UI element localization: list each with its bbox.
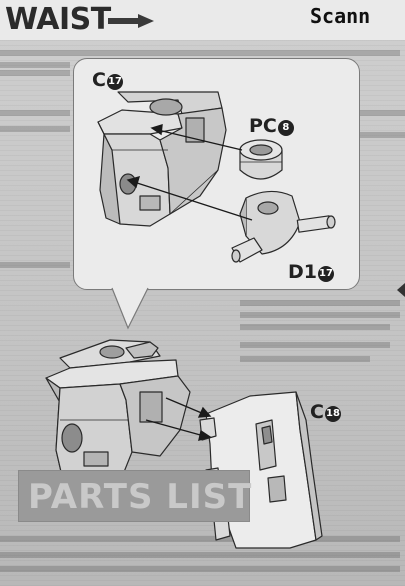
part-label-d1-17: D1 17 (288, 261, 334, 283)
part-pc8-drawing (239, 139, 283, 180)
callout-tail (111, 287, 149, 330)
parts-list-heading: PARTS LIST (28, 477, 253, 517)
part-number-badge: 8 (277, 120, 294, 136)
page-edge-tab-icon (397, 283, 405, 297)
part-d1-17-drawing (231, 190, 336, 263)
detail-arrows (126, 124, 253, 221)
assembled-waist-drawing (45, 339, 191, 479)
scanner-watermark: Scann (310, 4, 371, 28)
page-title: WAIST (5, 2, 111, 37)
part-label-c17: C 17 (92, 69, 123, 91)
part-label-pc8: PC 8 (249, 116, 294, 136)
part-number-badge: 17 (318, 266, 334, 282)
title-arrow-icon (108, 14, 154, 28)
header-bar: WAIST Scann (0, 0, 405, 40)
assembly-arrows (145, 397, 212, 441)
part-number-badge: 17 (106, 74, 123, 90)
part-number-badge: 18 (324, 406, 341, 422)
parts-list-banner (18, 470, 250, 522)
part-label-c18: C 18 (310, 401, 341, 423)
